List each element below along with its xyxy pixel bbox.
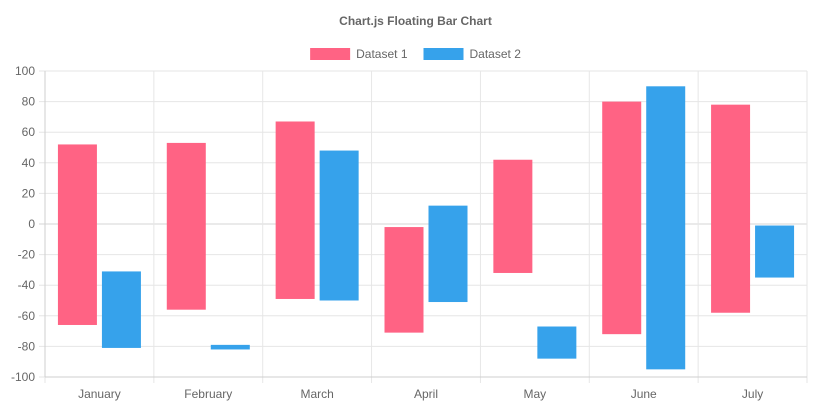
y-tick-label: 40 (22, 156, 36, 170)
y-tick-label: -40 (18, 278, 36, 292)
bar-dataset-2-june[interactable] (646, 86, 686, 370)
legend: Dataset 1 Dataset 2 (310, 47, 521, 61)
y-tick-label: 20 (22, 186, 36, 200)
x-tick-label: January (78, 387, 121, 401)
x-tick-label: March (300, 387, 333, 401)
bar-dataset-1-february[interactable] (166, 142, 206, 310)
bar-dataset-1-july[interactable] (711, 104, 751, 313)
x-tick-label: May (524, 387, 547, 401)
bar-dataset-2-january[interactable] (101, 271, 141, 348)
x-tick-label: February (184, 387, 232, 401)
bar-dataset-1-march[interactable] (275, 121, 315, 299)
y-tick-label: -100 (11, 370, 35, 384)
legend-swatch (310, 48, 351, 60)
bars (57, 86, 795, 370)
y-tick-label: 0 (28, 217, 35, 231)
legend-label: Dataset 2 (470, 47, 522, 61)
bar-dataset-2-may[interactable] (537, 326, 577, 359)
grid (39, 70, 808, 383)
legend-swatch (423, 48, 464, 60)
x-tick-label: June (631, 387, 657, 401)
x-tick-label: April (414, 387, 438, 401)
y-tick-label: -20 (18, 248, 36, 262)
bar-dataset-1-june[interactable] (602, 101, 642, 335)
bar-dataset-2-march[interactable] (319, 150, 359, 301)
bar-dataset-2-july[interactable] (755, 225, 795, 278)
legend-item-dataset-2[interactable]: Dataset 2 (423, 47, 522, 61)
bar-dataset-2-february[interactable] (210, 344, 250, 350)
bar-dataset-1-january[interactable] (57, 144, 97, 325)
y-tick-label: -80 (18, 339, 36, 353)
y-axis-ticks: 100 80 60 40 20 0 -20 -40 -60 -80 -100 (11, 64, 35, 384)
y-tick-label: -60 (18, 309, 36, 323)
x-tick-label: July (742, 387, 763, 401)
chart-title: Chart.js Floating Bar Chart (339, 14, 492, 28)
legend-item-dataset-1[interactable]: Dataset 1 (310, 47, 408, 61)
y-tick-label: 60 (22, 125, 36, 139)
y-tick-label: 100 (15, 64, 35, 78)
legend-label: Dataset 1 (356, 47, 408, 61)
y-tick-label: 80 (22, 95, 36, 109)
bar-dataset-2-april[interactable] (428, 205, 468, 303)
bar-dataset-1-april[interactable] (384, 227, 424, 333)
bar-dataset-1-may[interactable] (493, 159, 533, 273)
x-axis-ticks: January February March April May June July (78, 387, 763, 401)
